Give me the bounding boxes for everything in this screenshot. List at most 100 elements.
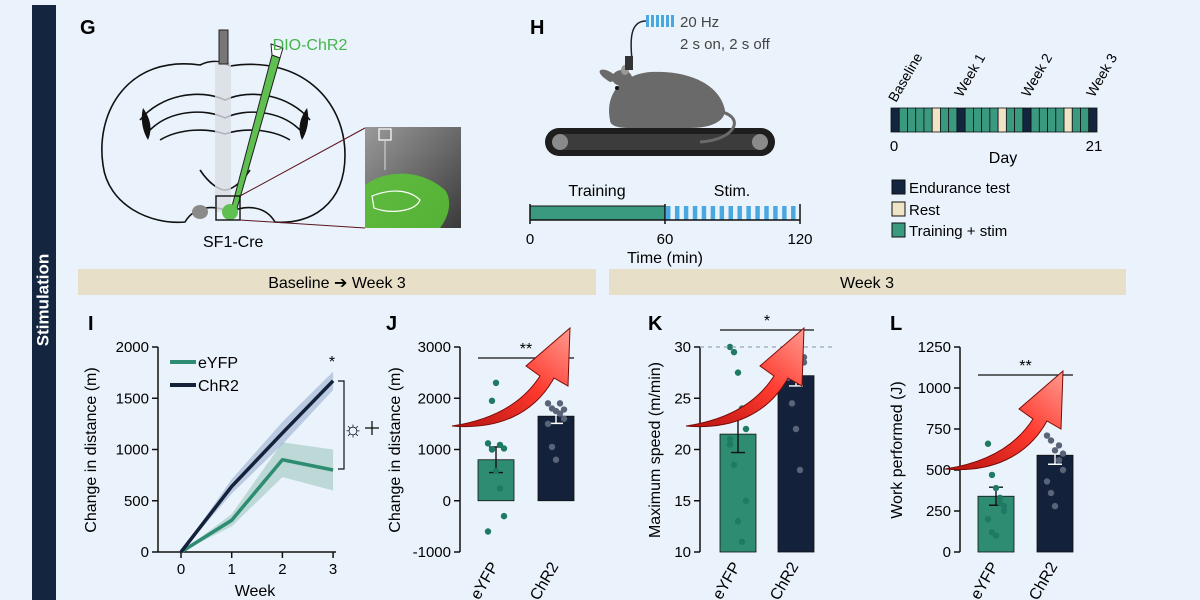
data-point-chr2 [796,466,804,474]
stim-frequency-label: 20 Hz [680,14,719,31]
significance-marker: * [329,354,335,371]
schedule-block-endurance [1088,107,1098,133]
x-tick-label: 0 [177,561,185,578]
x-tick-label: 3 [329,561,337,578]
series-line-chr2 [179,379,335,554]
data-point-chr2 [1055,442,1063,449]
data-point-eyfp [734,369,742,376]
y-tick-label: 0 [141,544,149,561]
data-point-eyfp [726,343,734,351]
x-tick-label: 1 [228,561,236,578]
significance-marker: ** [1019,358,1031,375]
series-line-eyfp [180,458,334,554]
data-point-chr2 [560,406,568,413]
stim-pulse [683,206,689,220]
x-tick-label-eyfp: eYFP [968,560,1003,600]
training-phase-bar [529,205,666,221]
data-point-eyfp [488,446,496,453]
laser-pulse-icon [630,15,674,61]
data-point-chr2 [788,400,796,407]
data-point-chr2 [548,443,556,451]
schedule-block-training [1030,107,1040,133]
data-point-eyfp [492,379,500,387]
red-arrow-icon [451,326,571,428]
chart-k: K 10 15 20 25 30 Maximum speed (m/min) eYFP ChR… [647,313,836,600]
data-point-eyfp [992,532,1000,539]
section-header-right: Week 3 [840,275,894,292]
y-tick-label: -1000 [413,544,451,561]
milestone-week-2: Week 2 [1018,50,1056,99]
legend-label-endurance: Endurance test [909,180,1011,197]
side-label-bar [32,5,56,600]
data-point-eyfp [1000,507,1008,515]
legend-swatch-training [891,222,906,238]
data-point-eyfp [726,436,734,443]
data-point-eyfp [988,471,996,479]
data-point-eyfp [492,467,500,475]
schedule-block-training [1080,107,1090,133]
legend-swatch-endurance [891,179,906,195]
panel-letter-l: L [890,313,902,335]
optic-fiber-icon [215,29,231,212]
data-point-eyfp [500,445,508,452]
data-point-eyfp [992,484,1000,492]
panel-letter-g: G [80,17,96,39]
schedule-block-training [1038,107,1048,133]
mouse-line-label: SF1-Cre [203,234,264,251]
phase-training-label: Training [568,183,625,200]
section-header-left-band [78,269,596,295]
y-tick-label: 500 [926,462,951,479]
schedule-block-training [981,107,991,133]
stim-pulse [773,206,778,220]
side-label: Stimulation [33,254,52,347]
schedule-block-training [964,107,974,133]
y-tick-label: 20 [674,442,691,459]
schedule-block-training [907,107,917,133]
significance-marker: ** [520,341,532,358]
data-point-eyfp [488,397,496,405]
data-point-eyfp [996,494,1004,502]
virus-label: DIO-ChR2 [273,37,348,54]
bar-chr2 [777,375,815,553]
data-point-eyfp [484,440,492,447]
legend-label-training: Training + stim [909,223,1007,240]
schedule-block-rest [931,107,941,133]
data-point-eyfp [484,528,492,535]
day-axis-end: 21 [1086,138,1103,155]
schedule-block-training [948,107,958,133]
data-point-eyfp [984,516,992,523]
x-axis-label: Week [235,583,277,600]
panel-g: G DIO-ChR2 SF1-Cre [80,17,461,251]
phase-stim-label: Stim. [714,183,750,200]
schedule-block-rest [1063,107,1073,133]
y-axis-label: Work performed (J) [889,381,906,519]
legend-label-eyfp: eYFP [198,355,238,372]
y-axis-label: Maximum speed (m/min) [647,362,664,538]
section-header-left: Baseline ➔ Week 3 [268,275,406,292]
data-point-chr2 [1047,489,1055,497]
x-tick-label-eyfp: eYFP [710,560,745,600]
stim-pulse [764,206,769,220]
y-tick-label: 10 [674,544,691,561]
line-chart-distance-by-week: 0 500 1000 1500 2000 Change in distance (m) 0 1… [83,339,379,600]
schedule-block-training [973,107,983,133]
data-point-chr2 [1043,432,1051,439]
y-axis-label: Change in distance (m) [83,367,100,532]
schedule-block-training [1005,107,1015,133]
day-axis-label: Day [989,150,1017,167]
data-point-eyfp [742,497,750,504]
schedule-block-training [1055,107,1065,133]
data-point-chr2 [556,410,564,417]
y-tick-label: 3000 [418,339,451,356]
y-tick-label: 1500 [116,390,149,407]
data-point-eyfp [726,441,734,448]
data-point-eyfp [1000,502,1008,510]
stim-phase-bar [666,206,796,220]
schedule-block-training [1047,107,1057,133]
stim-pulse [710,206,716,220]
zoom-line-bottom [239,219,366,229]
panel-letter-k: K [648,313,663,335]
x-tick-label-eyfp: eYFP [468,560,503,600]
y-tick-label: 1000 [918,380,951,397]
